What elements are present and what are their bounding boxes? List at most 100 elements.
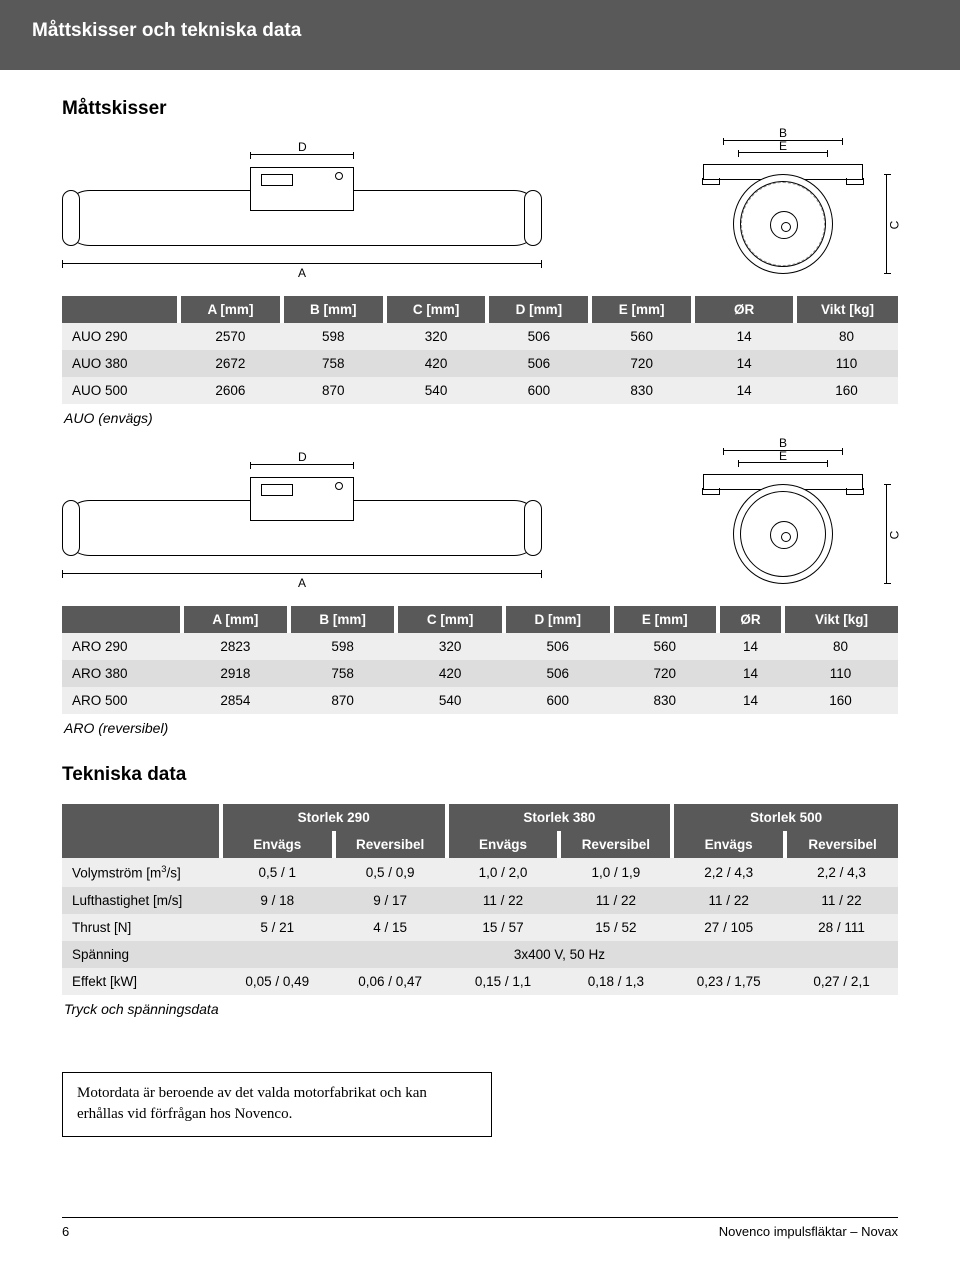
table-cell: 830 [612,687,718,714]
table-cell: 506 [504,660,612,687]
table-row-label: Spänning [62,941,221,968]
table-row: ARO 29028235983205065601480 [62,633,898,660]
table-cell: 2,2 / 4,3 [672,858,785,887]
table-cell: 0,27 / 2,1 [785,968,898,995]
table-cell: 2918 [182,660,289,687]
table-cell: 110 [783,660,898,687]
table-cell: 720 [612,660,718,687]
dim-label-b: B [779,126,787,140]
table-cell: 80 [783,633,898,660]
table-column-header: E [mm] [612,606,718,633]
drawing-aro-side: D A [62,470,562,556]
dim-label-a: A [298,266,306,280]
table-cell: AUO 290 [62,323,179,350]
table-cell: ARO 500 [62,687,182,714]
table-row: AUO 380267275842050672014110 [62,350,898,377]
table-cell: 506 [487,350,590,377]
table-cell: ARO 380 [62,660,182,687]
table-row: AUO 29025705983205065601480 [62,323,898,350]
table-cell: 14 [693,377,795,404]
table-cell: 160 [783,687,898,714]
table-cell: 9 / 18 [221,887,334,914]
table-cell: 5 / 21 [221,914,334,941]
table-cell: 27 / 105 [672,914,785,941]
table-cell: 0,23 / 1,75 [672,968,785,995]
page-footer: 6 Novenco impulsfläktar – Novax [62,1217,898,1239]
table-auo-header-row: A [mm]B [mm]C [mm]D [mm]E [mm]ØRVikt [kg… [62,296,898,323]
table-cell: 0,05 / 0,49 [221,968,334,995]
table-row-label: Thrust [N] [62,914,221,941]
table-cell: 420 [396,660,504,687]
table-sub-header: Envägs [447,831,560,858]
dim-label-c: C [888,531,902,540]
table-auo-caption: AUO (envägs) [64,410,898,426]
table-cell: 320 [385,323,488,350]
table-cell: 4 / 15 [334,914,447,941]
drawing-auo-end: B E C [668,138,898,268]
table-row: Volymström [m3/s]0,5 / 10,5 / 0,91,0 / 2… [62,858,898,887]
table-column-header: ØR [718,606,783,633]
table-aro-header-row: A [mm]B [mm]C [mm]D [mm]E [mm]ØRVikt [kg… [62,606,898,633]
table-sub-header [62,831,221,858]
drawing-auo-side: D A [62,160,562,246]
dim-label-b: B [779,436,787,450]
table-column-header [62,804,221,831]
section-drawings-title: Måttskisser [62,98,898,120]
table-cell: 80 [795,323,898,350]
table-cell: 110 [795,350,898,377]
table-cell: 830 [590,377,693,404]
drawing-auo: D A B E C [62,138,898,268]
dim-label-a: A [298,576,306,590]
table-row: Lufthastighet [m/s]9 / 189 / 1711 / 2211… [62,887,898,914]
table-cell: 560 [612,633,718,660]
table-column-header: Vikt [kg] [795,296,898,323]
table-column-header [62,606,182,633]
section-techdata-title: Tekniska data [62,764,898,786]
footer-page-number: 6 [62,1224,69,1239]
table-tech-sub-row: EnvägsReversibelEnvägsReversibelEnvägsRe… [62,831,898,858]
table-column-header: A [mm] [179,296,282,323]
table-cell: 0,18 / 1,3 [559,968,672,995]
page-header: Måttskisser och tekniska data [0,0,960,70]
table-column-header: E [mm] [590,296,693,323]
dim-label-c: C [888,221,902,230]
table-row: ARO 380291875842050672014110 [62,660,898,687]
table-cell: 14 [718,633,783,660]
table-column-header: B [mm] [282,296,385,323]
table-group-header: Storlek 500 [672,804,898,831]
table-cell: 160 [795,377,898,404]
fan-cylinder [62,500,542,556]
dim-label-e: E [779,449,787,463]
table-sub-header: Reversibel [334,831,447,858]
motor-box [250,167,354,211]
table-column-header: C [mm] [396,606,504,633]
table-group-header: Storlek 290 [221,804,447,831]
table-row: Thrust [N]5 / 214 / 1515 / 5715 / 5227 /… [62,914,898,941]
table-cell: AUO 500 [62,377,179,404]
table-cell: 2672 [179,350,282,377]
table-aro-caption: ARO (reversibel) [64,720,898,736]
page-content: Måttskisser D A B E [0,98,960,1137]
table-row: ARO 500285487054060083014160 [62,687,898,714]
note-box: Motordata är beroende av det valda motor… [62,1072,492,1138]
table-cell: 720 [590,350,693,377]
table-sub-header: Envägs [672,831,785,858]
table-row-label: Effekt [kW] [62,968,221,995]
table-cell: 14 [718,687,783,714]
table-cell: 0,15 / 1,1 [447,968,560,995]
table-row-label: Lufthastighet [m/s] [62,887,221,914]
table-tech-caption: Tryck och spänningsdata [64,1001,898,1017]
table-sub-header: Reversibel [785,831,898,858]
table-row: Effekt [kW]0,05 / 0,490,06 / 0,470,15 / … [62,968,898,995]
table-cell: AUO 380 [62,350,179,377]
table-cell: 598 [289,633,397,660]
drawing-aro: D A B E C [62,448,898,578]
table-cell: 2,2 / 4,3 [785,858,898,887]
table-cell: 2606 [179,377,282,404]
table-row: AUO 500260687054060083014160 [62,377,898,404]
table-group-header: Storlek 380 [447,804,673,831]
table-cell: 506 [487,323,590,350]
table-cell: 506 [504,633,612,660]
table-cell: 14 [693,350,795,377]
table-column-header: A [mm] [182,606,289,633]
